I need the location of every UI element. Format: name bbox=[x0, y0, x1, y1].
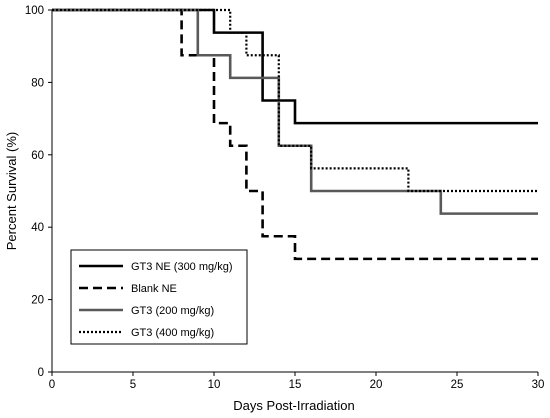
y-axis-title: Percent Survival (%) bbox=[4, 132, 19, 250]
y-tick-label: 20 bbox=[31, 295, 44, 307]
legend-label-2: Blank NE bbox=[131, 283, 177, 295]
legend-items: GT3 NE (300 mg/kg) Blank NE GT3 (200 mg/kg… bbox=[79, 261, 232, 339]
x-tick-label: 30 bbox=[532, 379, 545, 391]
series-layer bbox=[52, 8, 538, 261]
x-axis-title: Days Post-Irradiation bbox=[233, 398, 354, 413]
x-tick-label: 15 bbox=[289, 379, 302, 391]
legend-label-4: GT3 (400 mg/kg) bbox=[131, 327, 214, 339]
x-tick-label: 10 bbox=[208, 379, 221, 391]
x-tick-label: 5 bbox=[130, 379, 136, 391]
y-tick-label: 40 bbox=[31, 222, 44, 234]
series-line-1 bbox=[52, 8, 538, 125]
ticks-layer: 0 20 40 60 80 100 0 5 10 15 20 25 30 bbox=[25, 5, 545, 391]
legend-label-1: GT3 NE (300 mg/kg) bbox=[131, 261, 232, 273]
y-tick-label: 80 bbox=[31, 77, 44, 89]
series-line-4 bbox=[52, 8, 538, 193]
y-tick-label: 100 bbox=[25, 5, 44, 17]
legend-label-3: GT3 (200 mg/kg) bbox=[131, 305, 214, 317]
y-tick-label: 0 bbox=[38, 367, 44, 379]
x-tick-label: 25 bbox=[451, 379, 464, 391]
y-tick-label: 60 bbox=[31, 150, 44, 162]
legend: GT3 NE (300 mg/kg) Blank NE GT3 (200 mg/kg… bbox=[70, 249, 248, 345]
x-tick-label: 0 bbox=[49, 379, 55, 391]
x-tick-label: 20 bbox=[370, 379, 383, 391]
series-line-2 bbox=[52, 8, 538, 261]
